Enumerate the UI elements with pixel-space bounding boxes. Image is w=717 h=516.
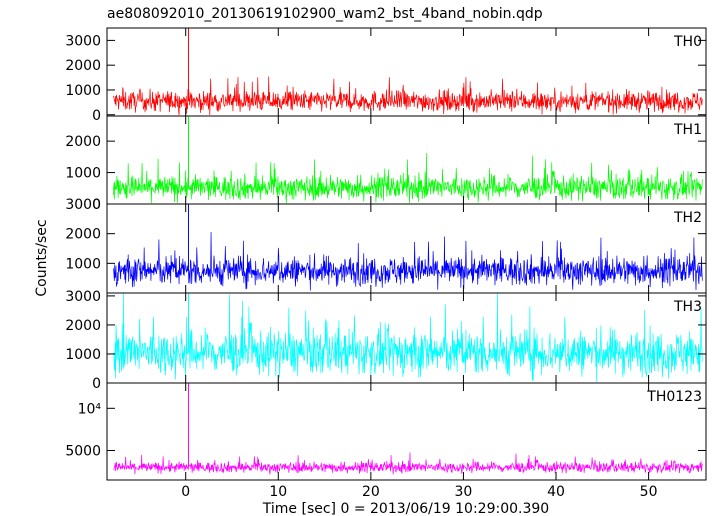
x-axis-label: Time [sec] 0 = 2013/06/19 10:29:00.390 [262, 501, 549, 516]
panel-th2: 1000 2000 3000 TH2 [65, 197, 707, 294]
x-tick-label: 40 [547, 484, 565, 500]
series-line-th0 [113, 76, 703, 116]
y-tick-label: 1000 [65, 256, 101, 272]
series-line-th0123 [113, 452, 703, 475]
y-tick-label: 1000 [65, 166, 101, 182]
x-tick-label: 0 [181, 484, 190, 500]
y-tick-label: 3000 [65, 289, 101, 305]
y-tick-label: 5000 [65, 443, 101, 459]
panel-th0123: 5000 10⁴ TH0123 [65, 382, 707, 481]
panels-group: 0 1000 2000 3000 TH0 0 1000 2000 TH1 1000 2000 3000… [65, 27, 707, 481]
panel-th3: 0 1000 2000 3000 TH3 [65, 289, 707, 392]
y-tick-label: 2000 [65, 58, 101, 74]
y-tick-label: 2000 [65, 227, 101, 243]
y-tick-label: 2000 [65, 134, 101, 150]
panel-frame [106, 382, 707, 481]
panel-label-th1: TH1 [673, 122, 702, 138]
panel-th1: 0 1000 2000 TH1 [65, 115, 707, 213]
series-line-th2 [113, 231, 703, 291]
y-tick-label: 3000 [65, 33, 101, 49]
series-line-th1 [113, 152, 703, 204]
y-tick-label: 1000 [65, 347, 101, 363]
y-tick-label: 0 [92, 108, 101, 124]
x-tick-label: 10 [269, 484, 287, 500]
series-line-th3 [113, 292, 703, 383]
panel-th0: 0 1000 2000 3000 TH0 [65, 27, 707, 124]
y-tick-label: 3000 [65, 197, 101, 213]
y-tick-label: 1000 [65, 83, 101, 99]
x-tick-label: 30 [455, 484, 473, 500]
y-tick-label: 0 [92, 376, 101, 392]
y-tick-label: 2000 [65, 318, 101, 334]
chart-title: ae808092010_20130619102900_wam2_bst_4ban… [107, 6, 543, 22]
panel-label-th0: TH0 [673, 34, 702, 50]
panel-frame [106, 292, 707, 384]
panel-label-th3: TH3 [673, 299, 702, 315]
y-axis-label: Counts/sec [34, 219, 50, 296]
panel-label-th0123: TH0123 [646, 389, 702, 405]
x-tick-label: 20 [362, 484, 380, 500]
x-axis: 0 10 20 30 40 50 [181, 484, 657, 500]
y-tick-label: 0 [92, 197, 101, 213]
x-tick-label: 50 [640, 484, 658, 500]
y-tick-label: 10⁴ [78, 401, 102, 417]
panel-label-th2: TH2 [673, 210, 702, 226]
